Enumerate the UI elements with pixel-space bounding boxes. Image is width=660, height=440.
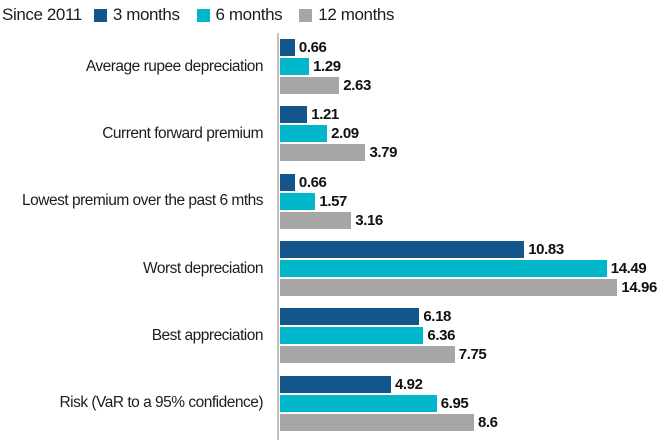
bar-line: 6.18 (280, 308, 660, 326)
category-label: Average rupee depreciation (85, 57, 264, 75)
plot-area: 0.66 1.57 3.16 (280, 173, 660, 230)
plot-area: 10.83 14.49 14.96 (280, 240, 660, 297)
value-label: 8.6 (477, 413, 498, 431)
bar-group: 0.66 1.29 2.63 (280, 38, 660, 95)
category-label: Risk (VaR to a 95% confidence) (59, 394, 263, 412)
chart-row: Best appreciation 6.18 6.36 7.75 (0, 302, 660, 369)
plot-area: 0.66 1.29 2.63 (280, 38, 660, 95)
chart-row: Average rupee depreciation 0.66 1.29 2.63 (0, 33, 660, 100)
value-label: 3.16 (355, 211, 383, 229)
legend-title: Since 2011 (2, 5, 82, 24)
category-label: Best appreciation (151, 326, 264, 344)
bar-line: 4.92 (280, 375, 660, 393)
bar-group: 10.83 14.49 14.96 (280, 240, 660, 297)
value-label: 2.63 (343, 77, 371, 95)
bar-group: 0.66 1.57 3.16 (280, 173, 660, 230)
bar-line: 0.66 (280, 173, 660, 191)
value-label: 2.09 (331, 125, 359, 143)
bar-line: 2.09 (280, 125, 660, 143)
legend-swatch-12-months (299, 8, 313, 22)
value-label: 10.83 (528, 241, 564, 259)
bar-12-months[interactable] (280, 77, 340, 95)
bar-line: 3.16 (280, 211, 660, 229)
bar-line: 8.6 (280, 413, 660, 431)
value-label: 4.92 (394, 375, 423, 393)
bar-12-months[interactable] (280, 413, 474, 431)
category-label: Current forward premium (102, 124, 263, 142)
bar-12-months[interactable] (280, 346, 455, 364)
category-label: Lowest premium over the past 6 mths (22, 192, 263, 210)
value-label: 0.66 (298, 173, 327, 191)
bar-3-months[interactable] (280, 173, 295, 191)
chart-row: Lowest premium over the past 6 mths 0.66 1… (0, 168, 660, 235)
legend-item-label: 12 months (318, 5, 395, 24)
bar-6-months[interactable] (280, 327, 424, 345)
bar-12-months[interactable] (280, 279, 618, 297)
value-label: 6.36 (427, 327, 456, 345)
value-label: 6.18 (423, 308, 451, 326)
bar-group: 4.92 6.95 8.6 (280, 375, 660, 432)
bar-line: 2.63 (280, 77, 660, 95)
legend-swatch-6-months (196, 8, 210, 22)
bar-12-months[interactable] (280, 211, 352, 229)
bar-6-months[interactable] (280, 192, 316, 210)
bar-line: 1.29 (280, 58, 660, 76)
bar-line: 6.36 (280, 327, 660, 345)
chart-row: Risk (VaR to a 95% confidence) 4.92 6.95 8.… (0, 369, 660, 436)
legend-item-3-months: 3 months (93, 5, 180, 25)
value-label: 14.96 (621, 279, 657, 297)
bar-3-months[interactable] (280, 375, 391, 393)
value-label: 6.95 (440, 394, 469, 412)
value-label: 0.66 (298, 39, 327, 57)
plot-area: 1.21 2.09 3.79 (280, 105, 660, 162)
category-label: Worst depreciation (143, 259, 263, 277)
bar-line: 1.57 (280, 192, 660, 210)
legend-item-label: 3 months (112, 5, 180, 24)
bar-12-months[interactable] (280, 144, 366, 162)
y-axis-line (277, 33, 279, 440)
value-label: 7.75 (458, 346, 487, 364)
bar-line: 10.83 (280, 241, 660, 259)
bar-6-months[interactable] (280, 58, 310, 76)
bar-group: 6.18 6.36 7.75 (280, 307, 660, 364)
legend-item-12-months: 12 months (299, 5, 394, 25)
value-label: 3.79 (369, 144, 398, 162)
bar-3-months[interactable] (280, 106, 308, 124)
value-label: 1.29 (313, 58, 341, 76)
bar-line: 1.21 (280, 106, 660, 124)
bar-line: 7.75 (280, 346, 660, 364)
plot-area: 4.92 6.95 8.6 (280, 375, 660, 432)
chart-row: Current forward premium 1.21 2.09 3.79 (0, 100, 660, 167)
value-label: 1.21 (311, 106, 339, 124)
bar-line: 6.95 (280, 394, 660, 412)
bar-6-months[interactable] (280, 260, 607, 278)
legend-swatch-3-months (93, 8, 107, 22)
bar-group: 1.21 2.09 3.79 (280, 105, 660, 162)
bar-line: 14.96 (280, 279, 660, 297)
bar-6-months[interactable] (280, 125, 328, 143)
bar-6-months[interactable] (280, 394, 437, 412)
bar-line: 0.66 (280, 39, 660, 57)
bar-3-months[interactable] (280, 308, 420, 326)
bar-3-months[interactable] (280, 241, 525, 259)
value-label: 1.57 (319, 192, 348, 210)
legend-item-6-months: 6 months (196, 5, 283, 25)
bar-3-months[interactable] (280, 39, 295, 57)
bar-line: 3.79 (280, 144, 660, 162)
value-label: 14.49 (610, 260, 647, 278)
legend-items: 3 months 6 months 12 months (93, 5, 411, 25)
legend-item-label: 6 months (215, 5, 283, 24)
bar-chart: Average rupee depreciation 0.66 1.29 2.63 Cu… (0, 33, 660, 440)
chart-legend: Since 2011 3 months 6 months 12 months (2, 3, 660, 27)
bar-line: 14.49 (280, 260, 660, 278)
chart-row: Worst depreciation 10.83 14.49 14.96 (0, 235, 660, 302)
plot-area: 6.18 6.36 7.75 (280, 307, 660, 364)
